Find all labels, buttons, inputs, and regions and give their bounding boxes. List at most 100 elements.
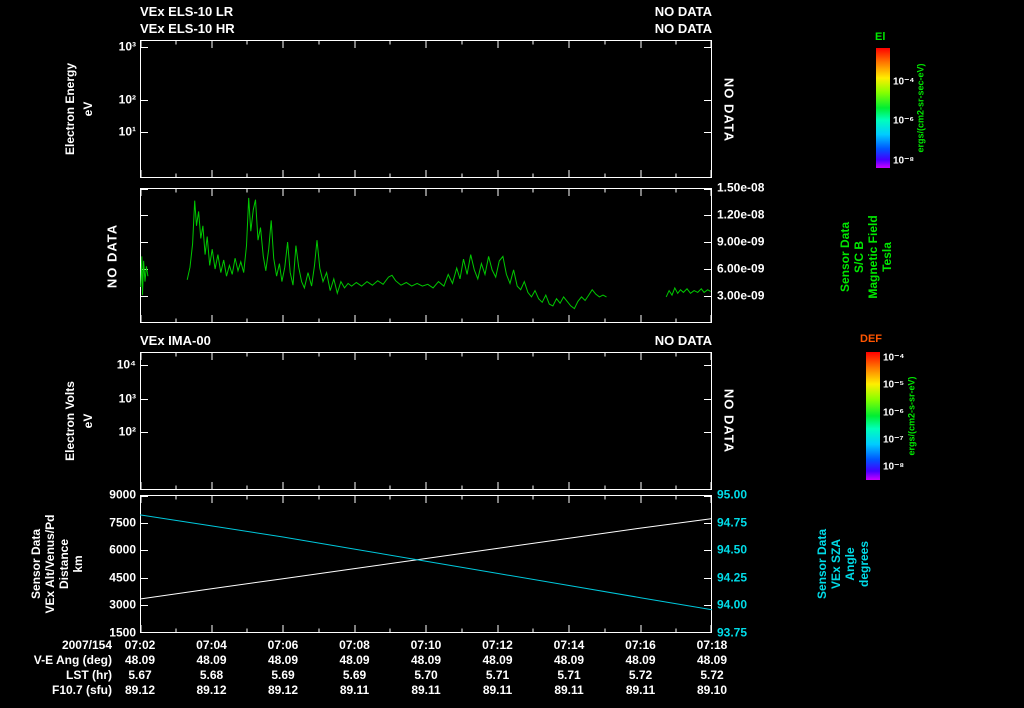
mag-right-label-line1: Sensor Data [838,221,852,293]
footer-value: 48.09 [696,653,728,667]
sza-line [140,514,712,611]
eph-ylabel-line4: km [71,555,85,573]
x-tick-label: 07:08 [339,638,370,652]
ima-ytick-label: 10³ [118,391,136,406]
mag-ytick-label: 9.00e-09 [717,234,765,249]
footer-value: 48.09 [482,653,513,667]
eph-left-ytick-label: 7500 [109,515,136,529]
footer-value: 5.71 [485,668,510,682]
eph-right-label-line1: Sensor Data [815,528,829,600]
x-tick-label: 07:06 [267,638,299,652]
colorbar-tick-label: 10⁻⁷ [883,434,904,446]
footer-row-label: V-E Ang (deg) [33,653,112,667]
eph-right-ytick-label: 95.00 [717,487,748,502]
eph-left-ytick-label: 4500 [109,570,136,585]
footer-value: 48.09 [410,653,442,667]
els-spectrogram-panel [140,40,712,178]
ima-title: VEx IMA-00 [140,333,211,348]
mag-ytick-label: 3.00e-09 [717,288,765,303]
x-tick-label: 07:02 [124,638,156,652]
colorbar-tick-label: 10⁻⁴ [883,352,905,364]
ephemeris-panel [140,495,712,633]
magnetic-field-panel [140,188,712,323]
mag-field-line [186,197,607,310]
colorbar-tick-label: 10⁻⁶ [893,115,915,127]
footer-value: 5.69 [342,668,367,682]
els-colorbar-units: ergs/(cm2-sr-sec-eV) [915,63,926,153]
eph-left-ytick-label: 3000 [109,597,136,612]
els-ytick-label: 10² [118,92,136,107]
footer-row-label: F10.7 (sfu) [51,683,112,697]
eph-left-ytick-label: 6000 [109,542,136,557]
footer-value: 48.09 [553,653,585,667]
eph-right-label-line3: Angle [843,547,857,581]
footer-value: 5.72 [700,668,724,682]
mag-ytick-label: 6.00e-09 [717,261,765,276]
els-ytick-label: 10³ [118,39,136,54]
footer-value: 5.68 [199,668,224,682]
eph-right-ytick-label: 93.75 [717,625,748,640]
ima-spectrogram-panel [140,352,712,490]
footer-value: 5.70 [414,668,438,682]
els-hr-title: VEx ELS-10 HR [140,21,235,36]
ima-colorbar-units: ergs/(cm2-s-sr-eV) [906,376,917,456]
x-tick-label: 07:16 [625,638,656,652]
eph-left-ytick-label: 9000 [109,487,136,502]
eph-ylabel-line1: Sensor Data [29,528,43,600]
footer-value: 5.69 [271,668,295,682]
x-tick-label: 07:18 [696,638,728,652]
x-tick-label: 07:12 [482,638,513,652]
footer-value: 89.12 [124,683,156,697]
eph-right-label-line2: VEx SZA [829,538,843,590]
mag-left-nodata: NO DATA [104,223,120,289]
footer-value: 48.09 [267,653,299,667]
x-tick-label: 07:04 [196,638,227,652]
eph-right-ytick-label: 94.25 [717,570,748,585]
els-colorbar [876,48,890,168]
ima-colorbar [866,352,880,480]
mag-ytick-label: 1.50e-08 [717,180,765,195]
ima-ytick-label: 10² [118,424,136,439]
footer-row-label: LST (hr) [66,668,112,682]
mag-right-label-line3: Magnetic Field [866,215,880,299]
footer-value: 5.67 [128,668,152,682]
eph-right-ytick-label: 94.75 [717,515,748,529]
footer-value: 89.11 [625,683,656,697]
footer-value: 5.71 [557,668,581,682]
eph-right-label-line4: degrees [857,540,871,588]
colorbar-tick-label: 10⁻⁴ [893,76,915,88]
eph-ylabel-line2: VEx Alt/Venus/Pd [43,514,57,614]
els-lr-title: VEx ELS-10 LR [140,4,234,19]
els-lr-nodata: NO DATA [654,4,712,19]
mag-ytick-label: 1.20e-08 [717,207,765,222]
els-hr-nodata: NO DATA [654,21,712,36]
els-ytick-label: 10¹ [118,124,136,139]
colorbar-tick-label: 10⁻⁶ [883,407,905,419]
footer-value: 89.10 [696,683,728,697]
ima-right-nodata: NO DATA [721,388,737,454]
footer-value: 48.09 [124,653,156,667]
ima-nodata: NO DATA [654,333,712,348]
x-tick-label: 07:14 [553,638,585,652]
ima-ylabel: Electron Volts [63,381,77,461]
footer-value: 48.09 [625,653,656,667]
eph-left-ytick-label: 1500 [109,625,136,640]
els-right-nodata: NO DATA [721,77,737,143]
date-label: 2007/154 [61,638,112,652]
mag-right-label-line4: Tesla [880,242,894,272]
footer-value: 89.11 [411,683,441,697]
mag-right-label-line2: S/C B [852,240,866,274]
eph-right-ytick-label: 94.50 [717,542,748,557]
footer-value: 48.09 [339,653,370,667]
mag-field-line [665,286,711,298]
footer-value: 89.11 [482,683,513,697]
mag-field-line [140,256,149,296]
altitude-line [140,518,712,600]
colorbar-tick-label: 10⁻⁸ [883,461,905,473]
ima-ytick-label: 10⁴ [116,357,136,372]
footer-value: 89.11 [554,683,584,697]
els-ylabel-units: eV [81,101,95,117]
footer-value: 89.12 [267,683,299,697]
x-tick-label: 07:10 [410,638,442,652]
